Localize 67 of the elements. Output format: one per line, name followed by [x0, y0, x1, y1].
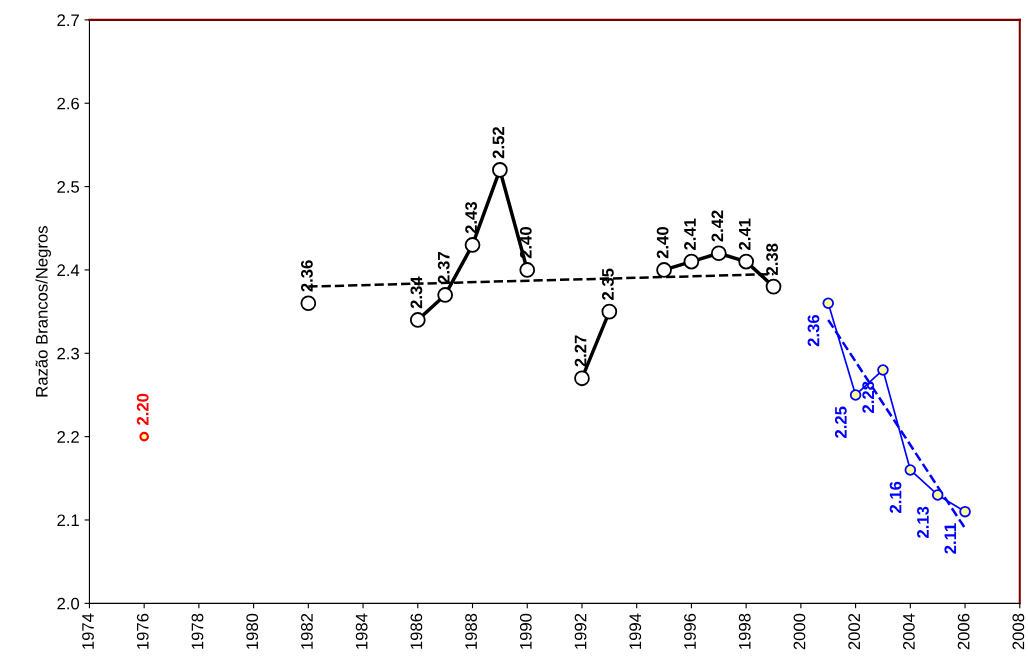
x-tick-label: 1984: [355, 613, 368, 649]
data-label: 2.36: [301, 260, 313, 292]
data-label: 2.13: [917, 506, 929, 538]
point: [931, 489, 944, 501]
x-tick-label: 2004: [903, 613, 915, 650]
point: [492, 162, 508, 178]
data-label: 2.25: [834, 406, 847, 438]
data-label: 2.41: [684, 218, 696, 250]
x-tick-label: 1992: [574, 613, 587, 649]
data-label: 2.20: [136, 393, 149, 425]
x-tick-label: 1994: [629, 613, 642, 649]
point: [849, 389, 862, 401]
point: [765, 278, 782, 295]
x-tick-label: 2002: [848, 613, 861, 650]
point: [877, 364, 889, 376]
point: [464, 237, 481, 253]
point: [822, 297, 835, 310]
point: [437, 287, 454, 303]
x-tick-label: 1974: [82, 613, 94, 649]
data-label: 2.43: [465, 201, 478, 234]
data-label: 2.40: [656, 227, 669, 259]
y-tick-label: 2.7: [57, 14, 79, 26]
data-label: 2.38: [766, 243, 779, 275]
y-tick-label: 2.3: [57, 347, 79, 360]
x-tick-label: 1996: [684, 613, 696, 649]
point: [738, 253, 754, 270]
y-axis-title: Razão Brancos/Negros: [35, 226, 51, 397]
data-label: 2.42: [711, 210, 724, 242]
point: [683, 253, 700, 270]
x-tick-label: 1986: [410, 613, 423, 649]
x-tick-label: 2000: [793, 613, 806, 650]
x-tick-label: 1982: [301, 613, 313, 649]
data-label: 2.52: [492, 127, 505, 159]
point: [519, 262, 536, 278]
y-tick-label: 2.4: [57, 264, 80, 276]
x-tick-label: 2006: [957, 613, 970, 650]
x-tick-label: 2008: [1012, 613, 1025, 650]
data-label: 2.37: [437, 252, 450, 284]
point: [601, 303, 618, 320]
point: [656, 262, 672, 278]
y-tick-label: 2.5: [57, 180, 80, 193]
x-tick-label: 1980: [246, 613, 259, 649]
x-tick-label: 1976: [136, 613, 149, 649]
x-tick-label: 1988: [465, 613, 477, 649]
point: [300, 295, 317, 312]
point: [139, 431, 149, 442]
data-label: 2.34: [410, 276, 423, 309]
data-label: 2.28: [862, 381, 875, 413]
data-label: 2.40: [519, 227, 532, 259]
y-tick-label: 2.6: [57, 97, 79, 110]
point: [409, 312, 426, 328]
data-label: 2.35: [602, 268, 614, 300]
x-tick-label: 1998: [738, 613, 751, 649]
y-tick-label: 2.0: [57, 597, 80, 610]
point: [574, 370, 590, 387]
point: [904, 464, 917, 476]
data-label: 2.36: [807, 314, 820, 347]
y-tick-label: 2.1: [57, 514, 79, 527]
y-tick-label: 2.2: [57, 431, 79, 443]
x-tick-label: 1978: [191, 613, 204, 649]
data-label: 2.41: [738, 218, 751, 250]
point: [959, 505, 971, 518]
data-label: 2.16: [889, 481, 902, 513]
data-label: 2.27: [574, 335, 587, 367]
x-tick-label: 1990: [519, 613, 532, 649]
data-label: 2.11: [944, 523, 957, 554]
point: [710, 245, 727, 262]
